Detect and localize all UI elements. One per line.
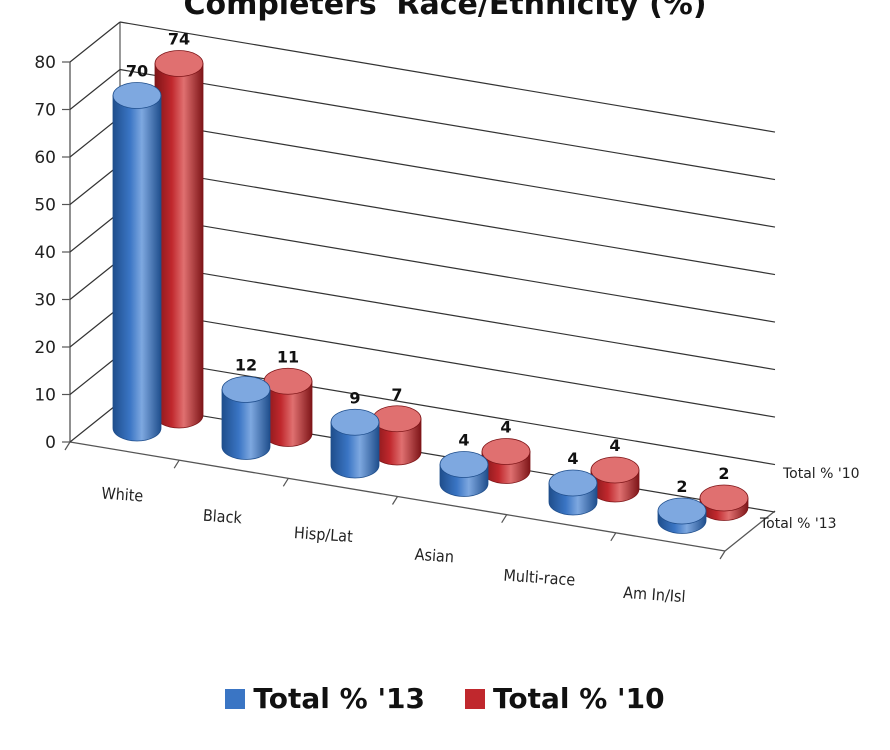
y-tick-label: 60 — [34, 148, 56, 168]
depth-axis-line — [724, 510, 776, 552]
x-tick-label: Multi-race — [503, 566, 576, 590]
chart-title: Completers' Race/Ethnicity (%) — [183, 0, 706, 22]
x-tick-mark — [173, 459, 180, 469]
gridline-wall — [69, 116, 121, 158]
value-label: 74 — [168, 30, 190, 49]
gridline-wall — [69, 164, 121, 205]
gridline-back — [119, 306, 776, 418]
legend-item-2013: Total % '13 — [225, 682, 425, 715]
bar-total-13-asian: 4 — [439, 431, 489, 497]
legend-item-2010: Total % '10 — [465, 682, 665, 715]
legend-label-2013: Total % '13 — [253, 682, 425, 715]
bar-total-10-black: 11 — [263, 347, 313, 447]
gridline-wall — [69, 21, 121, 63]
depth-axis-label: Total % '10 — [782, 466, 860, 482]
gridline-back — [119, 68, 776, 181]
bar-total-10-hisp-lat: 7 — [372, 385, 422, 466]
value-label: 2 — [718, 464, 729, 483]
legend-swatch-2013 — [225, 688, 246, 709]
value-label: 12 — [235, 356, 257, 375]
gridline-wall — [69, 401, 121, 443]
gridline-wall — [69, 69, 121, 110]
legend-swatch-2010 — [465, 688, 485, 709]
gridline-wall — [69, 211, 121, 253]
x-tick-label: Hisp/Lat — [293, 523, 353, 546]
gridline-back — [119, 21, 776, 133]
depth-axis-label: Total % '13 — [759, 516, 837, 532]
bar-total-13-multi-race: 4 — [548, 449, 598, 516]
x-tick-mark — [391, 496, 399, 505]
bar-total-13-am-in-isl: 2 — [657, 477, 707, 534]
y-tick-label: 30 — [34, 291, 56, 311]
x-tick-label: Am In/Isl — [623, 583, 687, 606]
value-label: 2 — [676, 477, 687, 496]
legend: Total % '13 Total % '10 — [0, 682, 890, 715]
value-label: 4 — [567, 449, 578, 468]
value-label: 9 — [349, 388, 360, 407]
gridline-wall — [69, 306, 121, 348]
x-tick-label: Asian — [414, 545, 455, 567]
y-tick-label: 10 — [34, 386, 56, 406]
value-label: 4 — [609, 436, 620, 455]
value-label: 4 — [500, 418, 511, 437]
x-tick-mark — [501, 514, 508, 523]
x-tick-label: White — [101, 484, 144, 506]
y-tick-label: 70 — [34, 101, 56, 121]
value-label: 70 — [126, 62, 148, 81]
value-label: 11 — [277, 347, 299, 366]
value-label: 4 — [458, 431, 469, 450]
legend-label-2010: Total % '10 — [493, 682, 665, 715]
y-tick-label: 0 — [45, 433, 56, 453]
gridline-back — [119, 353, 776, 466]
bar-total-10-white: 74 — [154, 30, 204, 429]
value-label: 7 — [391, 385, 402, 404]
bar-total-13-white: 70 — [112, 62, 162, 442]
gridline-back — [119, 211, 776, 323]
bar-total-10-asian: 4 — [481, 418, 531, 484]
gridline-back — [119, 258, 776, 371]
y-tick-label: 80 — [34, 53, 56, 73]
y-tick-label: 40 — [34, 243, 56, 263]
gridline-wall — [69, 259, 121, 300]
gridline-back — [119, 163, 776, 276]
gridline-wall — [69, 354, 121, 395]
x-tick-label: Black — [202, 506, 243, 528]
bar-total-10-am-in-isl: 2 — [699, 464, 749, 521]
gridline-back — [119, 116, 776, 228]
y-tick-label: 20 — [34, 338, 56, 358]
x-tick-mark — [64, 441, 71, 451]
x-tick-mark — [282, 478, 289, 487]
x-tick-mark — [610, 532, 617, 542]
bar-total-13-black: 12 — [221, 356, 271, 460]
y-tick-label: 50 — [34, 196, 56, 216]
bar-total-13-hisp-lat: 9 — [330, 388, 380, 479]
x-tick-mark — [719, 550, 726, 560]
bar-total-10-multi-race: 4 — [590, 436, 640, 503]
